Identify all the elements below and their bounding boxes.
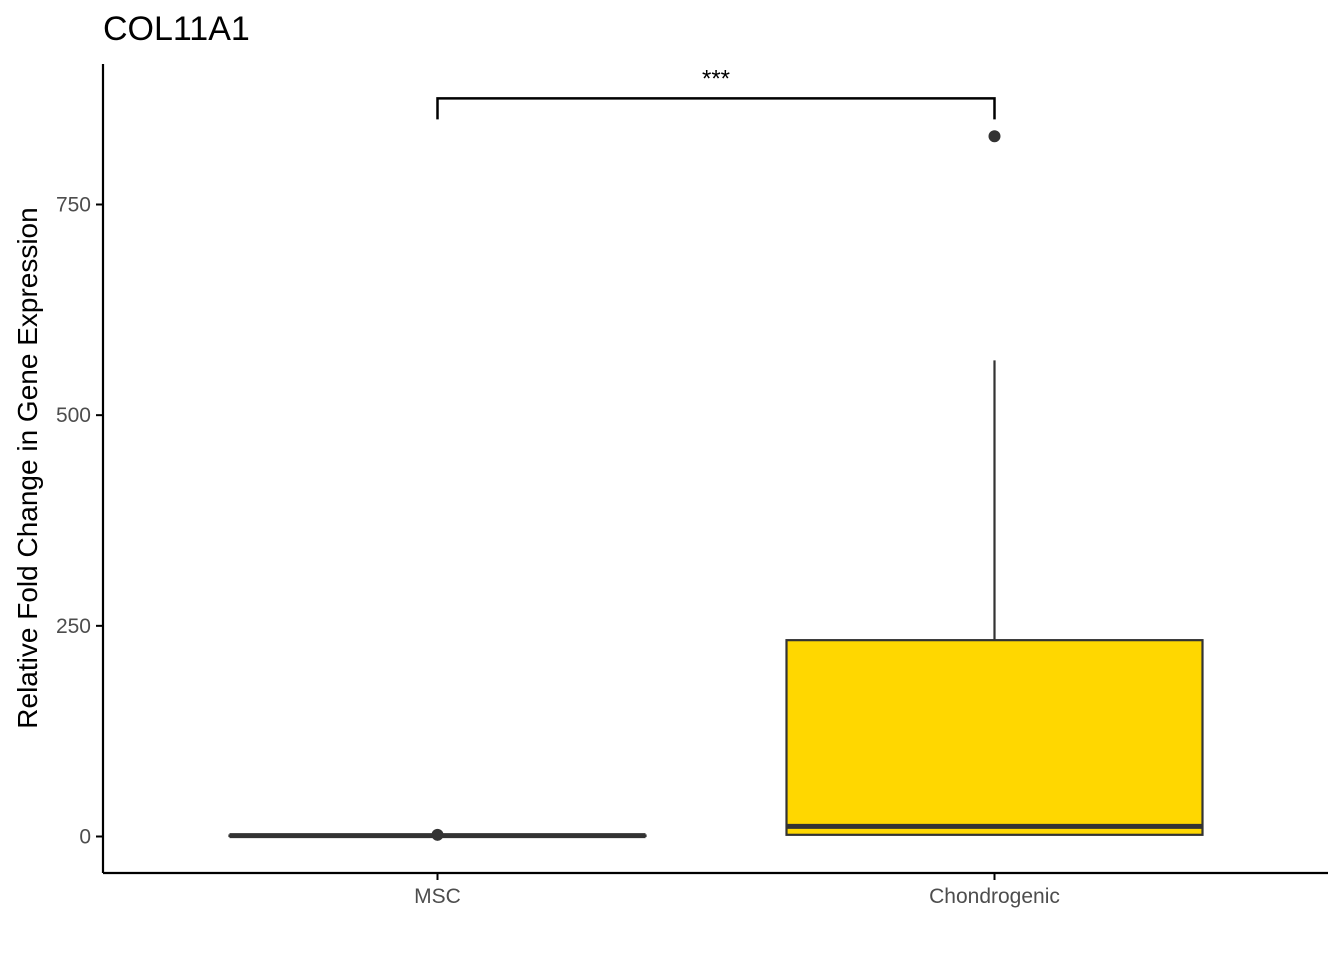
x-tick-label: MSC (414, 885, 461, 908)
box-outlier-point (988, 130, 1001, 143)
significance-label: *** (702, 65, 730, 92)
y-tick-label: 750 (56, 194, 91, 217)
box-outlier-point (431, 828, 444, 841)
plot-area: 0 250 500 750 MSC Chondrogenic *** (56, 64, 1328, 908)
y-tick-label: 500 (56, 404, 91, 427)
x-tick-label: Chondrogenic (929, 885, 1060, 908)
y-axis-label: Relative Fold Change in Gene Expression (12, 207, 43, 728)
box-body (785, 639, 1204, 836)
y-tick-label: 0 (79, 826, 91, 849)
chart-title: COL11A1 (103, 10, 250, 48)
significance-bracket (436, 97, 996, 120)
y-tick-label: 250 (56, 615, 91, 638)
